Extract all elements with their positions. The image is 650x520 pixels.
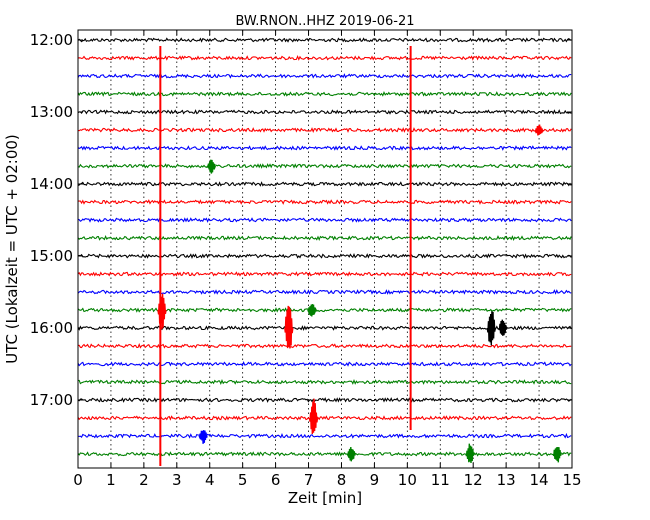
chart-title: BW.RNON..HHZ 2019-06-21 xyxy=(235,14,414,29)
event-burst xyxy=(206,159,217,174)
y-tick-label: 16:00 xyxy=(30,319,73,337)
trace-row xyxy=(77,343,572,349)
trace-row xyxy=(77,217,572,223)
trace-row xyxy=(77,307,572,313)
traces-layer xyxy=(77,37,572,457)
x-tick-label: 11 xyxy=(431,471,450,489)
x-tick-label: 0 xyxy=(73,471,83,489)
trace-row xyxy=(77,325,572,331)
trace-row xyxy=(77,73,572,79)
y-tick-label: 17:00 xyxy=(30,391,73,409)
trace-row xyxy=(77,91,572,97)
event-burst xyxy=(552,446,562,463)
x-tick-label: 2 xyxy=(139,471,149,489)
trace-row xyxy=(77,360,572,367)
x-tick-label: 8 xyxy=(337,471,347,489)
trace-row xyxy=(77,163,572,169)
event-burst xyxy=(498,319,508,336)
y-tick-label: 15:00 xyxy=(30,247,73,265)
trace-row xyxy=(77,145,572,151)
x-tick-label: 12 xyxy=(464,471,483,489)
x-tick-label: 9 xyxy=(370,471,380,489)
x-tick-label: 14 xyxy=(530,471,549,489)
x-tick-label: 3 xyxy=(172,471,182,489)
trace-row xyxy=(77,181,572,187)
x-tick-label: 10 xyxy=(398,471,417,489)
event-burst xyxy=(465,443,475,464)
x-tick-label: 4 xyxy=(205,471,215,489)
y-tick-label: 14:00 xyxy=(30,175,73,193)
x-tick-label: 1 xyxy=(106,471,116,489)
x-tick-label: 5 xyxy=(238,471,248,489)
trace-row xyxy=(77,109,572,115)
event-burst xyxy=(534,124,544,136)
trace-row xyxy=(77,37,572,43)
events-layer xyxy=(157,46,562,466)
trace-row xyxy=(77,199,572,205)
trace-row xyxy=(77,415,572,421)
event-burst xyxy=(198,430,208,444)
event-burst xyxy=(346,446,356,462)
trace-row xyxy=(77,378,572,386)
x-tick-label: 6 xyxy=(271,471,281,489)
x-tick-label: 7 xyxy=(304,471,314,489)
ticks-layer: 0 1 2 3 4 5 6 7 8 9 10 11 12 13 14 1512:0013:0014:0015:… xyxy=(30,30,582,489)
trace-row xyxy=(77,451,572,457)
y-tick-label: 12:00 xyxy=(30,31,73,49)
grid-layer xyxy=(110,30,540,468)
event-burst xyxy=(157,293,167,330)
event-burst xyxy=(486,311,496,346)
trace-row xyxy=(77,289,572,295)
x-tick-label: 15 xyxy=(562,471,581,489)
y-tick-label: 13:00 xyxy=(30,103,73,121)
trace-row xyxy=(77,397,572,403)
trace-row xyxy=(77,432,572,439)
event-burst xyxy=(284,305,294,349)
trace-row xyxy=(77,271,572,277)
plot-frame xyxy=(77,29,573,469)
x-tick-label: 13 xyxy=(497,471,516,489)
event-burst xyxy=(308,398,319,435)
x-axis-label: Zeit [min] xyxy=(288,489,362,507)
trace-row xyxy=(77,127,572,134)
trace-row xyxy=(77,54,572,61)
y-axis-label: UTC (Lokalzeit = UTC + 02:00) xyxy=(3,134,21,364)
event-burst xyxy=(307,304,317,317)
trace-row xyxy=(77,252,572,260)
trace-row xyxy=(77,235,572,242)
